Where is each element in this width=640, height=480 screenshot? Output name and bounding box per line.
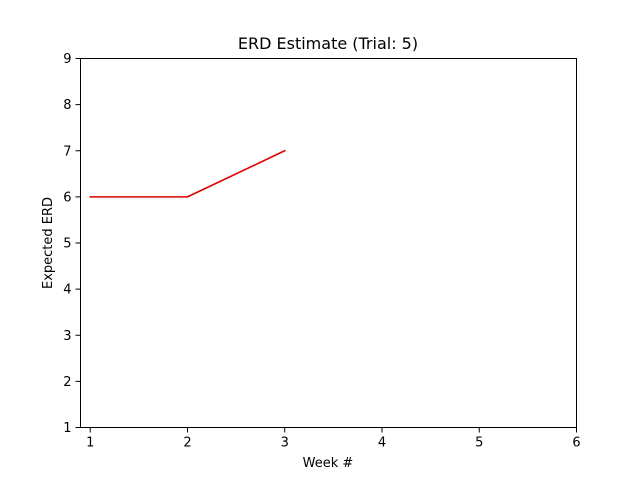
x-tick-label: 4	[378, 436, 386, 451]
x-tick-label: 2	[183, 436, 191, 451]
x-tick-label: 5	[475, 436, 483, 451]
y-tick-label: 9	[63, 52, 71, 67]
y-tick-label: 6	[63, 190, 71, 205]
y-tick-label: 3	[63, 329, 71, 344]
x-tick-label: 3	[281, 436, 289, 451]
y-tick-label: 7	[63, 144, 71, 159]
y-tick-label: 5	[63, 237, 71, 252]
x-tick-label: 6	[572, 436, 580, 451]
y-tick-label: 8	[63, 98, 71, 113]
y-tick-label: 2	[63, 375, 71, 390]
y-tick-label: 1	[63, 421, 71, 436]
x-axis-label: Week #	[303, 456, 354, 471]
plot-area	[89, 149, 286, 198]
y-tick-label: 4	[63, 283, 71, 298]
x-tick-label: 1	[86, 436, 94, 451]
plot-frame	[80, 58, 577, 428]
series-line	[89, 149, 286, 198]
y-axis-label: Expected ERD	[41, 197, 56, 289]
x-axis: 1 2 3 4 5 6	[86, 427, 581, 451]
y-axis: 1 2 3 4 5 6 7 8 9	[63, 52, 81, 436]
chart-title: ERD Estimate (Trial: 5)	[238, 34, 418, 53]
